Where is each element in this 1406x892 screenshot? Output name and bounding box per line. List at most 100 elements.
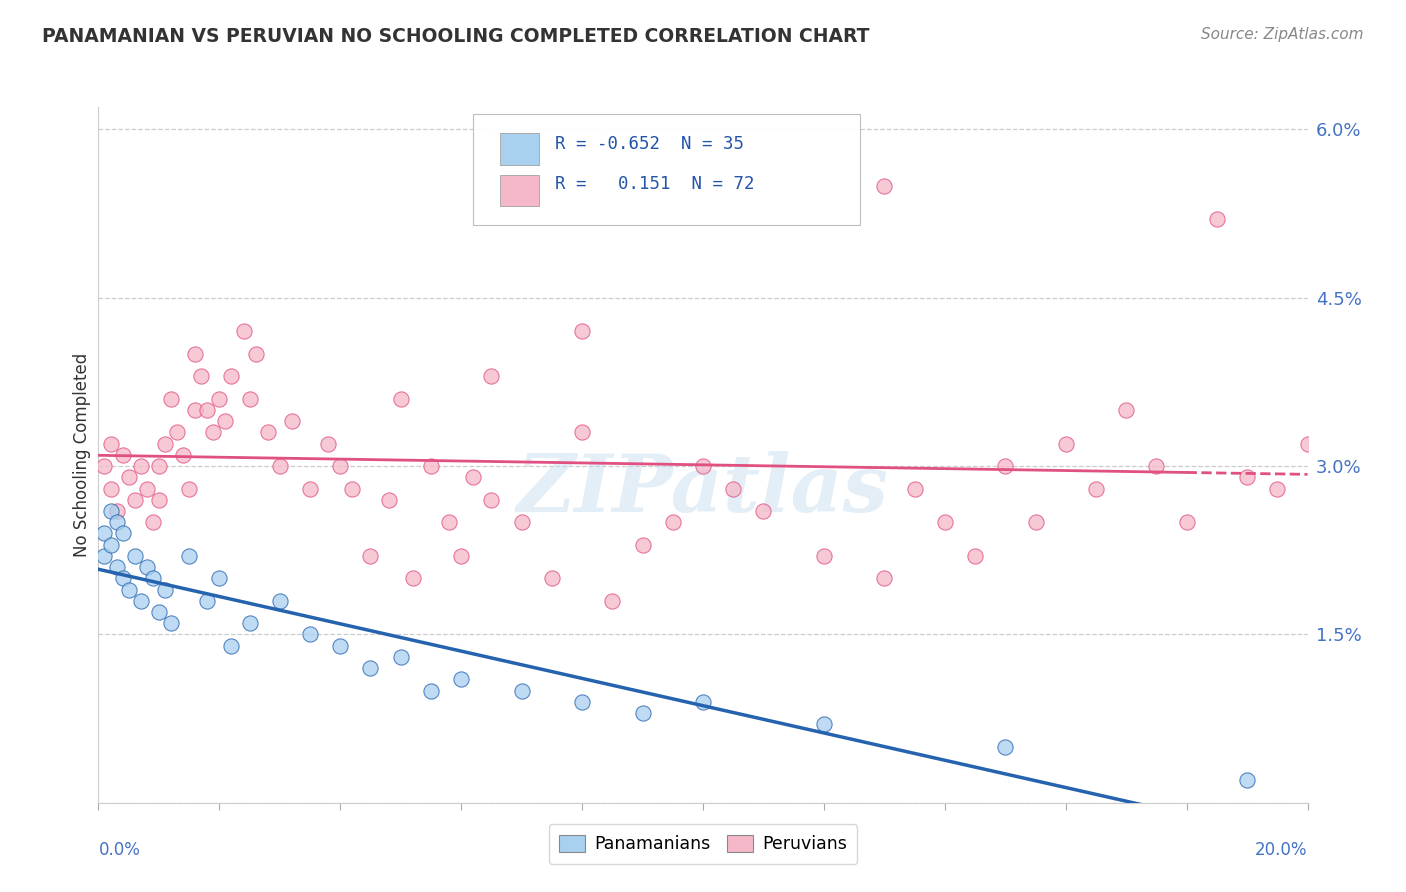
Point <box>179 482 201 496</box>
Point <box>129 594 152 608</box>
FancyBboxPatch shape <box>501 134 538 165</box>
Point <box>450 549 472 563</box>
Point <box>1115 403 1137 417</box>
Point <box>190 369 212 384</box>
Point <box>93 459 115 474</box>
Point <box>1236 470 1258 484</box>
Text: R =   0.151  N = 72: R = 0.151 N = 72 <box>555 175 755 194</box>
Point <box>904 482 927 496</box>
Point <box>160 392 183 406</box>
Point <box>153 582 176 597</box>
Point <box>148 459 170 474</box>
Point <box>124 492 146 507</box>
Point <box>1267 482 1289 496</box>
Point <box>1024 515 1046 529</box>
Point <box>873 178 896 193</box>
Point <box>148 605 170 619</box>
Point <box>221 369 243 384</box>
Point <box>184 347 207 361</box>
Point <box>172 448 194 462</box>
Point <box>118 470 141 484</box>
Point <box>105 515 128 529</box>
Point <box>256 425 278 440</box>
Point <box>111 448 134 462</box>
Point <box>1296 436 1319 450</box>
Point <box>142 515 165 529</box>
Point <box>813 717 835 731</box>
Point <box>111 526 134 541</box>
Point <box>124 549 146 563</box>
Point <box>389 392 412 406</box>
Text: PANAMANIAN VS PERUVIAN NO SCHOOLING COMPLETED CORRELATION CHART: PANAMANIAN VS PERUVIAN NO SCHOOLING COMP… <box>42 27 870 45</box>
Text: 0.0%: 0.0% <box>98 841 141 859</box>
Point <box>402 571 425 585</box>
Point <box>934 515 956 529</box>
Point <box>316 436 339 450</box>
Point <box>1175 515 1198 529</box>
Point <box>111 571 134 585</box>
Point <box>202 425 225 440</box>
Point <box>661 515 683 529</box>
Point <box>631 538 654 552</box>
Point <box>510 683 533 698</box>
Point <box>692 695 714 709</box>
Point <box>329 639 352 653</box>
Text: ZIPatlas: ZIPatlas <box>517 451 889 528</box>
Point <box>965 549 987 563</box>
Point <box>195 594 218 608</box>
Point <box>813 549 835 563</box>
Point <box>752 504 775 518</box>
Y-axis label: No Schooling Completed: No Schooling Completed <box>73 353 91 557</box>
Point <box>232 325 254 339</box>
Point <box>329 459 352 474</box>
Point <box>214 414 236 428</box>
Point <box>360 549 382 563</box>
FancyBboxPatch shape <box>501 175 538 206</box>
Text: 20.0%: 20.0% <box>1256 841 1308 859</box>
Point <box>723 482 745 496</box>
Point <box>1085 482 1108 496</box>
Point <box>184 403 207 417</box>
Point <box>129 459 152 474</box>
Point <box>153 436 176 450</box>
Point <box>631 706 654 720</box>
Point <box>692 459 714 474</box>
Point <box>450 673 472 687</box>
Legend: Panamanians, Peruvians: Panamanians, Peruvians <box>548 824 858 863</box>
Point <box>281 414 304 428</box>
Point <box>1206 212 1229 227</box>
Point <box>160 616 183 631</box>
Point <box>873 571 896 585</box>
FancyBboxPatch shape <box>474 114 860 226</box>
Point <box>239 392 262 406</box>
Point <box>420 683 443 698</box>
Point <box>299 627 322 641</box>
Point <box>93 526 115 541</box>
Point <box>100 436 122 450</box>
Point <box>299 482 322 496</box>
Point <box>1054 436 1077 450</box>
Point <box>463 470 485 484</box>
Point <box>420 459 443 474</box>
Point <box>994 459 1017 474</box>
Point <box>571 425 593 440</box>
Point <box>377 492 399 507</box>
Text: R = -0.652  N = 35: R = -0.652 N = 35 <box>555 135 745 153</box>
Point <box>540 571 562 585</box>
Point <box>239 616 262 631</box>
Point <box>245 347 267 361</box>
Point <box>360 661 382 675</box>
Point <box>269 459 291 474</box>
Point <box>437 515 460 529</box>
Point <box>100 538 122 552</box>
Point <box>166 425 188 440</box>
Point <box>221 639 243 653</box>
Point <box>571 325 593 339</box>
Point <box>481 369 503 384</box>
Point <box>269 594 291 608</box>
Point <box>389 649 412 664</box>
Point <box>208 392 231 406</box>
Text: Source: ZipAtlas.com: Source: ZipAtlas.com <box>1201 27 1364 42</box>
Point <box>571 695 593 709</box>
Point <box>195 403 218 417</box>
